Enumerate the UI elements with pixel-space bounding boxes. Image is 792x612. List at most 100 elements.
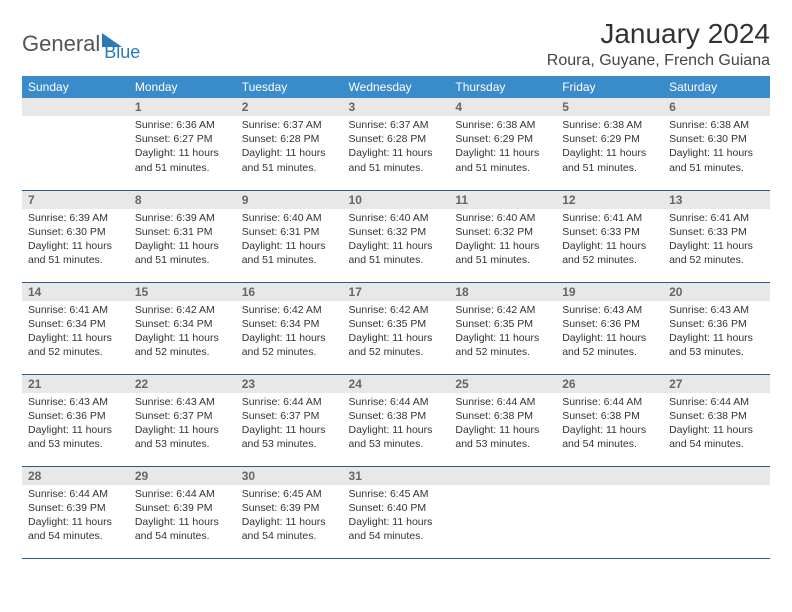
day-details: Sunrise: 6:40 AMSunset: 6:32 PMDaylight:… <box>449 209 556 274</box>
day-number: 1 <box>129 98 236 116</box>
day-number: 27 <box>663 375 770 393</box>
calendar-day-cell: 16Sunrise: 6:42 AMSunset: 6:34 PMDayligh… <box>236 282 343 374</box>
daylight-line: Daylight: 11 hours and 51 minutes. <box>28 239 123 267</box>
sunrise-line: Sunrise: 6:43 AM <box>135 395 230 409</box>
day-details: Sunrise: 6:43 AMSunset: 6:36 PMDaylight:… <box>663 301 770 366</box>
sunrise-line: Sunrise: 6:43 AM <box>28 395 123 409</box>
weekday-header: Monday <box>129 76 236 98</box>
day-details: Sunrise: 6:44 AMSunset: 6:38 PMDaylight:… <box>343 393 450 458</box>
calendar-day-cell: 29Sunrise: 6:44 AMSunset: 6:39 PMDayligh… <box>129 466 236 558</box>
calendar-week-row: 21Sunrise: 6:43 AMSunset: 6:36 PMDayligh… <box>22 374 770 466</box>
weekday-header: Tuesday <box>236 76 343 98</box>
calendar-day-cell: 15Sunrise: 6:42 AMSunset: 6:34 PMDayligh… <box>129 282 236 374</box>
calendar-day-cell: 2Sunrise: 6:37 AMSunset: 6:28 PMDaylight… <box>236 98 343 190</box>
day-details: Sunrise: 6:39 AMSunset: 6:30 PMDaylight:… <box>22 209 129 274</box>
daylight-line: Daylight: 11 hours and 52 minutes. <box>242 331 337 359</box>
daylight-line: Daylight: 11 hours and 52 minutes. <box>28 331 123 359</box>
day-details: Sunrise: 6:41 AMSunset: 6:34 PMDaylight:… <box>22 301 129 366</box>
daylight-line: Daylight: 11 hours and 51 minutes. <box>669 146 764 174</box>
calendar-day-cell: 12Sunrise: 6:41 AMSunset: 6:33 PMDayligh… <box>556 190 663 282</box>
day-number: 6 <box>663 98 770 116</box>
sunrise-line: Sunrise: 6:42 AM <box>455 303 550 317</box>
sunset-line: Sunset: 6:32 PM <box>455 225 550 239</box>
sunrise-line: Sunrise: 6:45 AM <box>349 487 444 501</box>
sunrise-line: Sunrise: 6:37 AM <box>242 118 337 132</box>
sunset-line: Sunset: 6:27 PM <box>135 132 230 146</box>
daylight-line: Daylight: 11 hours and 52 minutes. <box>455 331 550 359</box>
calendar-day-cell: 10Sunrise: 6:40 AMSunset: 6:32 PMDayligh… <box>343 190 450 282</box>
calendar-day-cell: 1Sunrise: 6:36 AMSunset: 6:27 PMDaylight… <box>129 98 236 190</box>
sunrise-line: Sunrise: 6:39 AM <box>28 211 123 225</box>
calendar-day-cell: 26Sunrise: 6:44 AMSunset: 6:38 PMDayligh… <box>556 374 663 466</box>
calendar-table: SundayMondayTuesdayWednesdayThursdayFrid… <box>22 76 770 559</box>
calendar-day-cell: 20Sunrise: 6:43 AMSunset: 6:36 PMDayligh… <box>663 282 770 374</box>
day-details: Sunrise: 6:38 AMSunset: 6:29 PMDaylight:… <box>449 116 556 181</box>
day-details: Sunrise: 6:44 AMSunset: 6:39 PMDaylight:… <box>129 485 236 550</box>
sunset-line: Sunset: 6:36 PM <box>28 409 123 423</box>
day-number: 20 <box>663 283 770 301</box>
header: General Blue January 2024 Roura, Guyane,… <box>22 18 770 70</box>
logo: General Blue <box>22 18 140 63</box>
day-number: 30 <box>236 467 343 485</box>
sunset-line: Sunset: 6:38 PM <box>562 409 657 423</box>
weekday-header: Saturday <box>663 76 770 98</box>
sunset-line: Sunset: 6:28 PM <box>349 132 444 146</box>
day-number: 10 <box>343 191 450 209</box>
calendar-day-cell: 6 Sunrise: 6:38 AMSunset: 6:30 PMDaylight… <box>663 98 770 190</box>
day-details: Sunrise: 6:44 AMSunset: 6:38 PMDaylight:… <box>556 393 663 458</box>
day-details: Sunrise: 6:42 AMSunset: 6:35 PMDaylight:… <box>449 301 556 366</box>
sunset-line: Sunset: 6:32 PM <box>349 225 444 239</box>
day-number: 22 <box>129 375 236 393</box>
day-number: 21 <box>22 375 129 393</box>
sunrise-line: Sunrise: 6:41 AM <box>669 211 764 225</box>
day-details: Sunrise: 6:37 AMSunset: 6:28 PMDaylight:… <box>343 116 450 181</box>
calendar-day-cell: 28Sunrise: 6:44 AMSunset: 6:39 PMDayligh… <box>22 466 129 558</box>
daylight-line: Daylight: 11 hours and 54 minutes. <box>562 423 657 451</box>
day-details: Sunrise: 6:42 AMSunset: 6:34 PMDaylight:… <box>236 301 343 366</box>
day-details: Sunrise: 6:42 AMSunset: 6:34 PMDaylight:… <box>129 301 236 366</box>
daylight-line: Daylight: 11 hours and 53 minutes. <box>669 331 764 359</box>
day-number: 14 <box>22 283 129 301</box>
day-details: Sunrise: 6:40 AMSunset: 6:32 PMDaylight:… <box>343 209 450 274</box>
sunset-line: Sunset: 6:37 PM <box>242 409 337 423</box>
sunset-line: Sunset: 6:30 PM <box>669 132 764 146</box>
day-number: 11 <box>449 191 556 209</box>
sunset-line: Sunset: 6:33 PM <box>669 225 764 239</box>
sunrise-line: Sunrise: 6:42 AM <box>242 303 337 317</box>
day-details: Sunrise: 6:36 AMSunset: 6:27 PMDaylight:… <box>129 116 236 181</box>
weekday-header: Sunday <box>22 76 129 98</box>
sunset-line: Sunset: 6:39 PM <box>28 501 123 515</box>
day-details: Sunrise: 6:43 AMSunset: 6:36 PMDaylight:… <box>22 393 129 458</box>
day-details: Sunrise: 6:44 AMSunset: 6:39 PMDaylight:… <box>22 485 129 550</box>
day-number <box>556 467 663 485</box>
sunrise-line: Sunrise: 6:43 AM <box>562 303 657 317</box>
sunset-line: Sunset: 6:34 PM <box>135 317 230 331</box>
day-number: 12 <box>556 191 663 209</box>
calendar-day-cell: 11Sunrise: 6:40 AMSunset: 6:32 PMDayligh… <box>449 190 556 282</box>
sunset-line: Sunset: 6:33 PM <box>562 225 657 239</box>
calendar-day-cell <box>22 98 129 190</box>
weekday-header: Thursday <box>449 76 556 98</box>
daylight-line: Daylight: 11 hours and 52 minutes. <box>562 331 657 359</box>
day-number: 9 <box>236 191 343 209</box>
sunset-line: Sunset: 6:34 PM <box>242 317 337 331</box>
calendar-day-cell: 5Sunrise: 6:38 AMSunset: 6:29 PMDaylight… <box>556 98 663 190</box>
calendar-day-cell: 7Sunrise: 6:39 AMSunset: 6:30 PMDaylight… <box>22 190 129 282</box>
day-number: 18 <box>449 283 556 301</box>
day-details: Sunrise: 6:44 AMSunset: 6:37 PMDaylight:… <box>236 393 343 458</box>
calendar-day-cell: 19Sunrise: 6:43 AMSunset: 6:36 PMDayligh… <box>556 282 663 374</box>
sunrise-line: Sunrise: 6:44 AM <box>242 395 337 409</box>
day-details: Sunrise: 6:42 AMSunset: 6:35 PMDaylight:… <box>343 301 450 366</box>
daylight-line: Daylight: 11 hours and 53 minutes. <box>349 423 444 451</box>
sunrise-line: Sunrise: 6:38 AM <box>669 118 764 132</box>
sunrise-line: Sunrise: 6:42 AM <box>349 303 444 317</box>
daylight-line: Daylight: 11 hours and 51 minutes. <box>455 239 550 267</box>
day-number: 24 <box>343 375 450 393</box>
sunset-line: Sunset: 6:29 PM <box>455 132 550 146</box>
daylight-line: Daylight: 11 hours and 51 minutes. <box>562 146 657 174</box>
daylight-line: Daylight: 11 hours and 53 minutes. <box>135 423 230 451</box>
day-details: Sunrise: 6:43 AMSunset: 6:37 PMDaylight:… <box>129 393 236 458</box>
calendar-day-cell: 18Sunrise: 6:42 AMSunset: 6:35 PMDayligh… <box>449 282 556 374</box>
sunset-line: Sunset: 6:36 PM <box>562 317 657 331</box>
daylight-line: Daylight: 11 hours and 51 minutes. <box>455 146 550 174</box>
